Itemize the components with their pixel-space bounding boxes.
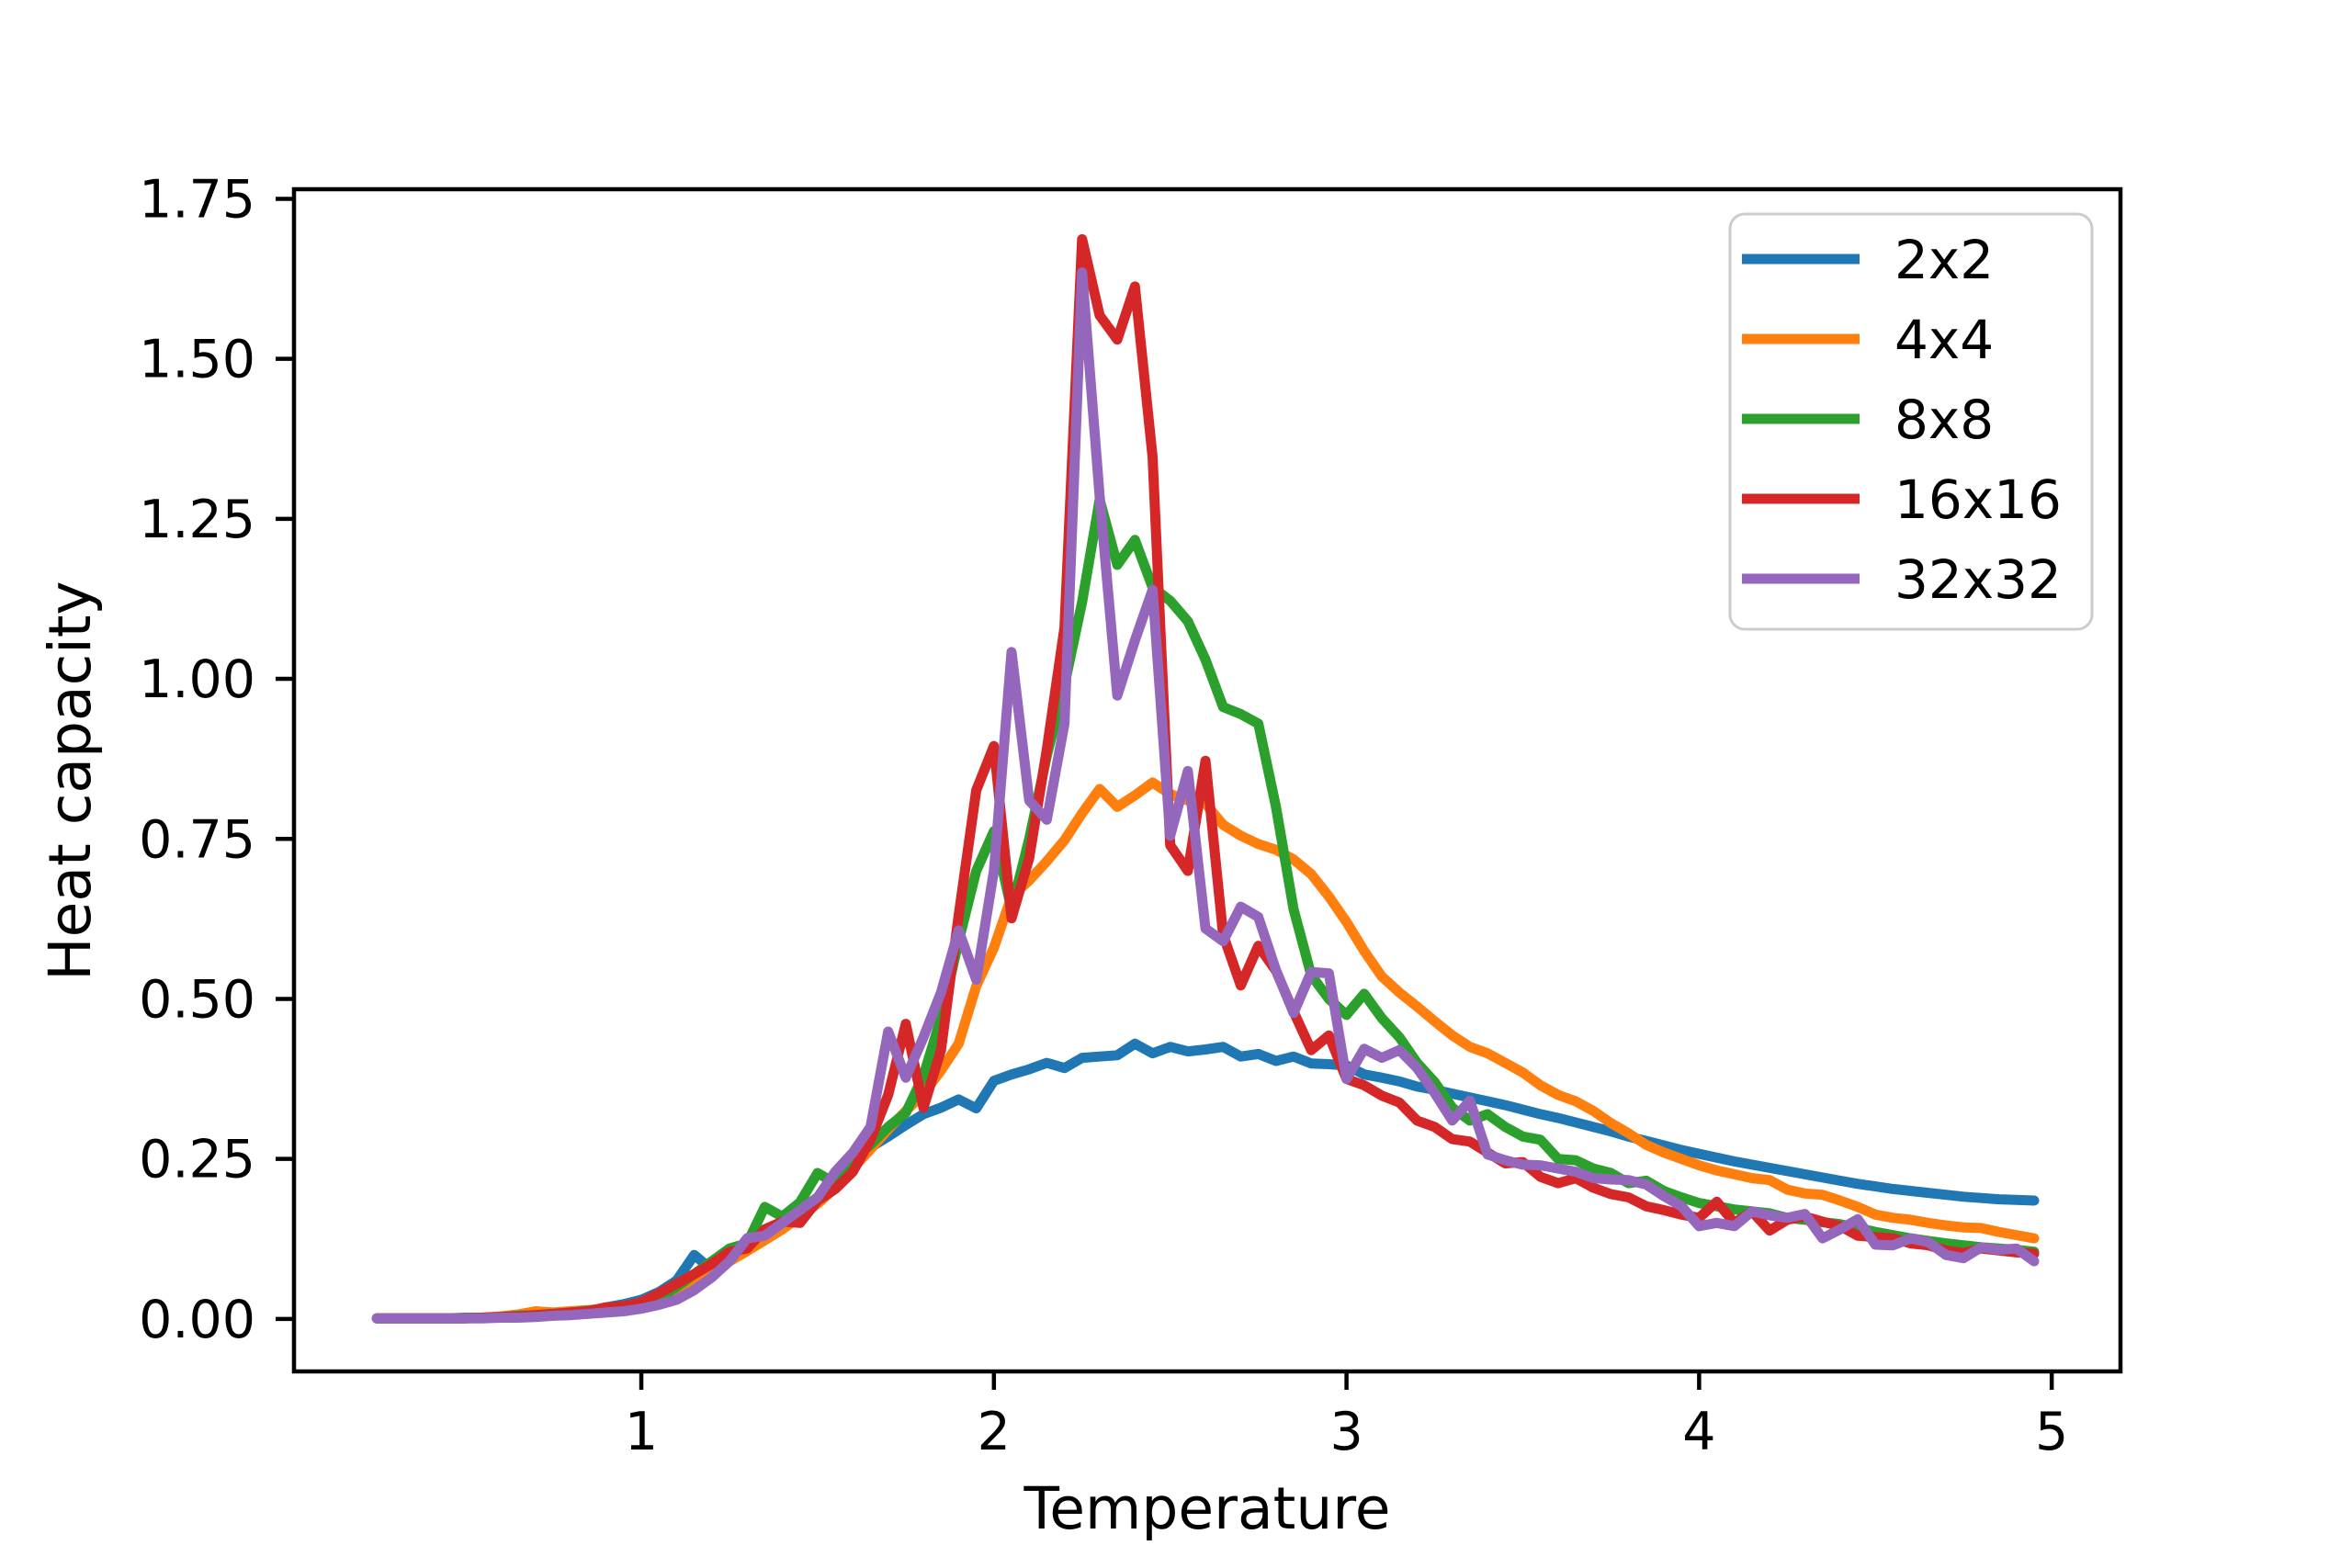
y-tick-label-1.50: 1.50: [139, 330, 255, 390]
y-tick-label-0.75: 0.75: [139, 809, 255, 870]
axis-ticks: 1 2 3 4 5 0.00 0.25 0.50 0.75 1.00 1.25 1.50 1.75: [139, 169, 2068, 1462]
y-tick-label-0.50: 0.50: [139, 969, 255, 1030]
x-tick-label-5: 5: [2035, 1402, 2068, 1462]
series-lines: [371, 233, 2040, 1324]
legend-label-8x8: 8x8: [1894, 389, 1994, 451]
y-axis-label: Heat capacity: [37, 581, 104, 980]
y-tick-label-1.25: 1.25: [139, 490, 255, 550]
legend-box: [1728, 212, 2094, 631]
y-tick-label-1.00: 1.00: [139, 649, 255, 710]
legend-label-4x4: 4x4: [1894, 309, 1994, 371]
legend-label-32x32: 32x32: [1894, 548, 2062, 611]
y-tick-label-0.25: 0.25: [139, 1130, 255, 1190]
legend-label-2x2: 2x2: [1894, 229, 1994, 291]
axes-spines: [291, 186, 2123, 1374]
x-tick-label-1: 1: [625, 1402, 658, 1462]
x-tick-label-3: 3: [1329, 1402, 1363, 1462]
y-tick-label-1.75: 1.75: [139, 169, 255, 230]
legend-label-16x16: 16x16: [1894, 468, 2062, 531]
legend: 2x2 4x4 8x8 16x16 32x32: [1728, 212, 2094, 631]
series-line-32x32: [371, 267, 2040, 1324]
y-tick-label-0.00: 0.00: [139, 1290, 255, 1350]
x-tick-label-2: 2: [978, 1402, 1011, 1462]
x-tick-label-4: 4: [1682, 1402, 1715, 1462]
axes-frame: [291, 186, 2123, 1374]
x-axis-label: Temperature: [1023, 1475, 1390, 1542]
